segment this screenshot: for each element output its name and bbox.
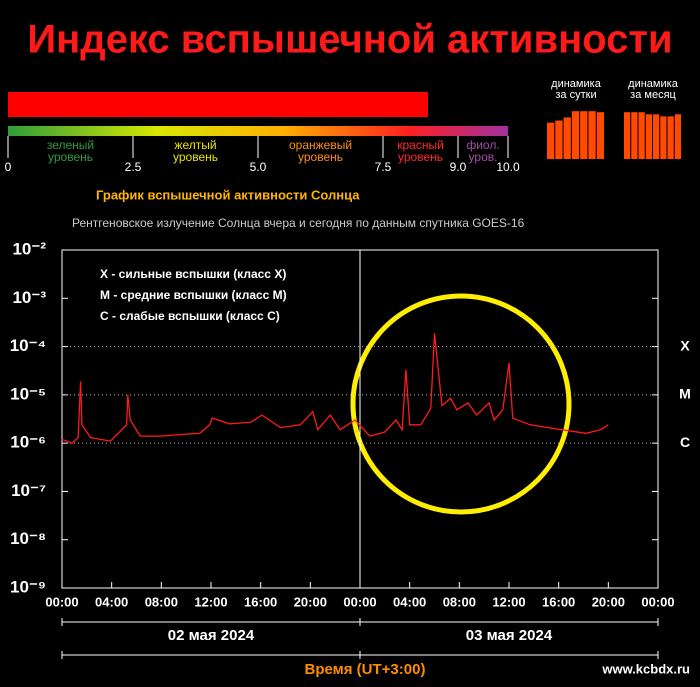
x-tick-label: 08:00 [145, 594, 178, 609]
zone-label: уровень [298, 150, 343, 164]
highlight-circle [350, 293, 572, 515]
x-tick-label: 16:00 [244, 594, 277, 609]
scale-tick-label: 7.5 [375, 160, 392, 174]
y-tick-label: 10⁻⁷ [11, 481, 46, 500]
scale-tick-label: 10.0 [496, 160, 520, 174]
mini-chart-title: за месяц [630, 89, 676, 101]
x-tick-label: 16:00 [542, 594, 575, 609]
zone-label: уров. [469, 150, 498, 164]
scale-tick-label: 5.0 [250, 160, 267, 174]
legend-note: M - средние вспышки (класс M) [100, 288, 287, 302]
x-tick-label: 20:00 [592, 594, 625, 609]
scale-gradient [8, 126, 508, 136]
x-axis-label: Время (UT+3:00) [305, 661, 426, 678]
y-tick-label: 10⁻⁶ [10, 433, 46, 452]
mini-chart-title: динамика [551, 78, 602, 90]
x-tick-label: 00:00 [641, 594, 674, 609]
zone-label: уровень [48, 150, 93, 164]
index-bar [8, 92, 428, 117]
flux-line [61, 333, 609, 444]
x-tick-label: 12:00 [492, 594, 525, 609]
mini-chart-title: за сутки [555, 89, 596, 101]
bar [674, 114, 681, 159]
page-title: Индекс вспышечной активности [27, 18, 672, 62]
site-url: www.kcbdx.ru [601, 661, 690, 676]
bar [555, 120, 563, 159]
x-tick-label: 04:00 [95, 594, 128, 609]
x-tick-label: 00:00 [343, 594, 376, 609]
y-tick-label: 10⁻² [12, 239, 46, 258]
bar [547, 122, 555, 159]
zone-label: зеленый [47, 138, 94, 152]
zone-label: оранжевый [289, 138, 352, 152]
x-tick-label: 00:00 [45, 594, 78, 609]
y-tick-label: 10⁻³ [12, 288, 46, 307]
x-tick-label: 08:00 [443, 594, 476, 609]
zone-label: уровень [398, 150, 443, 164]
zone-label: красный [397, 138, 444, 152]
x-tick-label: 20:00 [294, 594, 327, 609]
date-label: 03 мая 2024 [466, 627, 553, 644]
x-tick-label: 12:00 [194, 594, 227, 609]
chart-subtitle: Рентгеновское излучение Солнца вчера и с… [72, 216, 525, 230]
bar [660, 116, 667, 159]
y-tick-label: 10⁻⁹ [10, 577, 46, 596]
y-tick-label: 10⁻⁸ [10, 529, 46, 548]
zone-label: желтый [174, 138, 216, 152]
bar [631, 112, 638, 159]
mini-chart-title: динамика [628, 78, 679, 90]
y-tick-label: 10⁻⁵ [10, 384, 46, 403]
scale-tick-label: 9.0 [450, 160, 467, 174]
bar [653, 114, 660, 159]
zone-label: уровень [173, 150, 218, 164]
y-tick-label: 10⁻⁴ [10, 336, 46, 355]
class-label: X [680, 337, 690, 353]
bar [571, 111, 580, 159]
bar [596, 112, 604, 159]
scale-tick-label: 0 [5, 160, 12, 174]
x-tick-label: 04:00 [393, 594, 426, 609]
legend-note: C - слабые вспышки (класс C) [100, 309, 280, 323]
bar [588, 111, 596, 159]
bar [645, 114, 652, 159]
bar [624, 112, 631, 159]
date-label: 02 мая 2024 [168, 627, 255, 644]
zone-label: фиол. [466, 138, 499, 152]
bar [563, 117, 571, 159]
bar [580, 111, 588, 159]
chart-title: График вспышечной активности Солнца [96, 187, 360, 202]
class-label: C [680, 434, 690, 450]
legend-note: X - сильные вспышки (класс X) [100, 267, 286, 281]
class-label: M [679, 386, 691, 402]
bar [667, 116, 674, 159]
scale-tick-label: 2.5 [125, 160, 142, 174]
bar [638, 112, 645, 159]
